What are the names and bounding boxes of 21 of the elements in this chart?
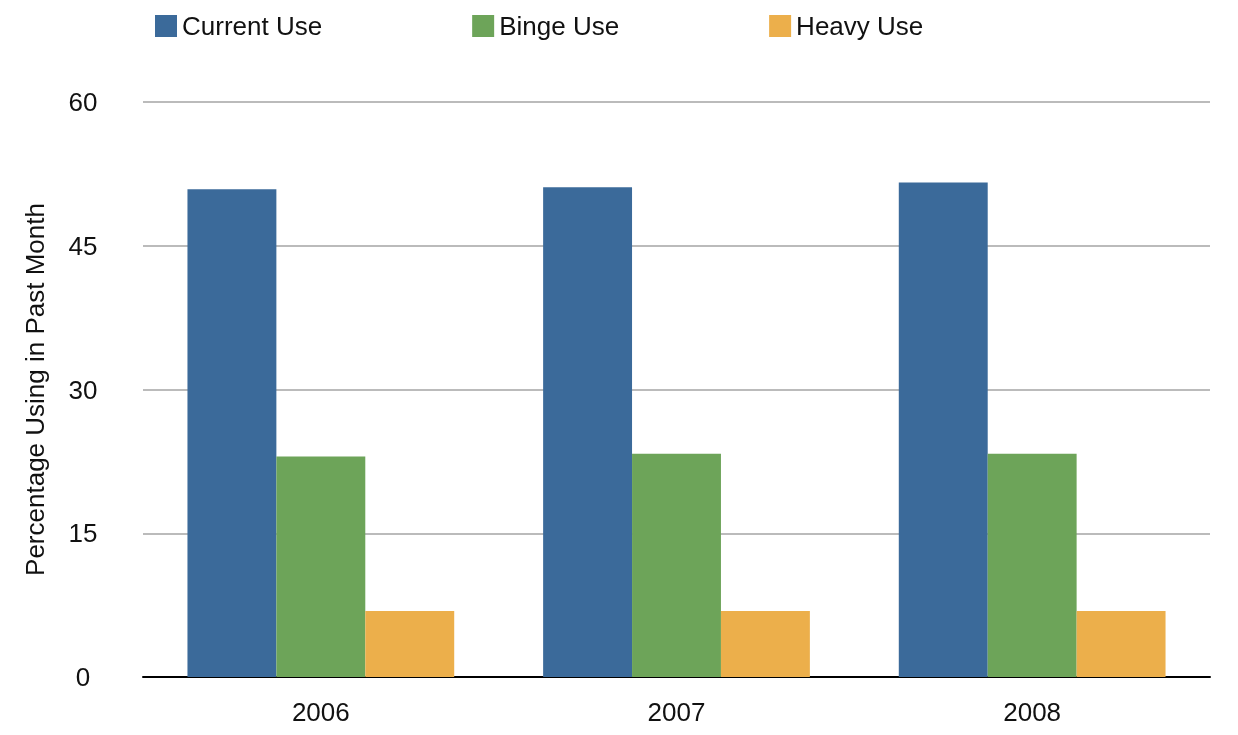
y-tick-label: 45 <box>68 230 98 261</box>
bar <box>1076 610 1166 677</box>
bar <box>632 453 721 677</box>
y-tick-label: 30 <box>68 374 98 405</box>
bar <box>898 182 988 677</box>
bar <box>187 189 277 677</box>
legend-label: Current Use <box>182 11 323 41</box>
legend-label: Heavy Use <box>796 11 924 41</box>
y-tick-label: 60 <box>68 87 98 117</box>
y-tick-label: 0 <box>75 662 91 692</box>
legend-label: Binge Use <box>499 11 620 41</box>
x-tick-label: 2006 <box>291 697 350 727</box>
bar <box>543 187 633 677</box>
x-tick-label: 2008 <box>1003 697 1062 727</box>
bar <box>987 453 1077 677</box>
bar <box>365 610 455 677</box>
bar <box>720 610 810 677</box>
y-axis-title: Percentage Using in Past Month <box>20 203 50 576</box>
bar <box>276 456 366 677</box>
x-tick-label: 2007 <box>647 697 706 727</box>
y-tick-label: 15 <box>68 518 98 549</box>
